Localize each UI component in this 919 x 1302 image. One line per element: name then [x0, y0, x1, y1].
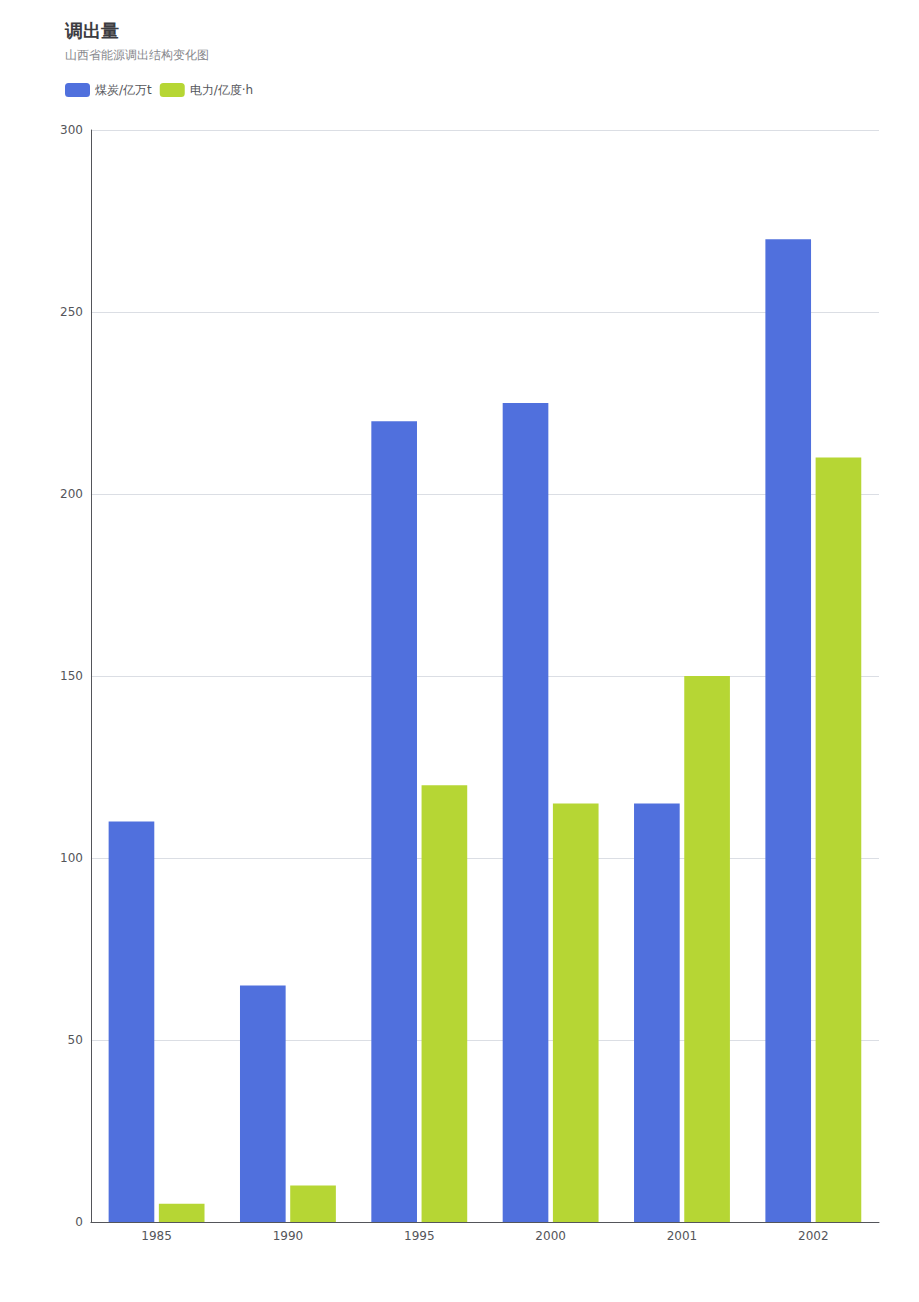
svg-text:2001: 2001: [667, 1229, 698, 1243]
svg-text:50: 50: [68, 1033, 83, 1047]
svg-text:2002: 2002: [798, 1229, 829, 1243]
svg-text:150: 150: [60, 669, 83, 683]
svg-text:1995: 1995: [404, 1229, 435, 1243]
svg-text:300: 300: [60, 123, 83, 137]
svg-text:2000: 2000: [535, 1229, 566, 1243]
svg-text:250: 250: [60, 305, 83, 319]
svg-text:调出量: 调出量: [64, 20, 119, 41]
svg-text:1985: 1985: [141, 1229, 172, 1243]
svg-text:1990: 1990: [273, 1229, 304, 1243]
svg-text:电力/亿度·h: 电力/亿度·h: [190, 83, 253, 97]
svg-text:煤炭/亿万t: 煤炭/亿万t: [95, 83, 152, 97]
svg-text:山西省能源调出结构变化图: 山西省能源调出结构变化图: [65, 48, 209, 62]
svg-text:200: 200: [60, 487, 83, 501]
svg-text:100: 100: [60, 851, 83, 865]
svg-text:0: 0: [75, 1215, 83, 1229]
